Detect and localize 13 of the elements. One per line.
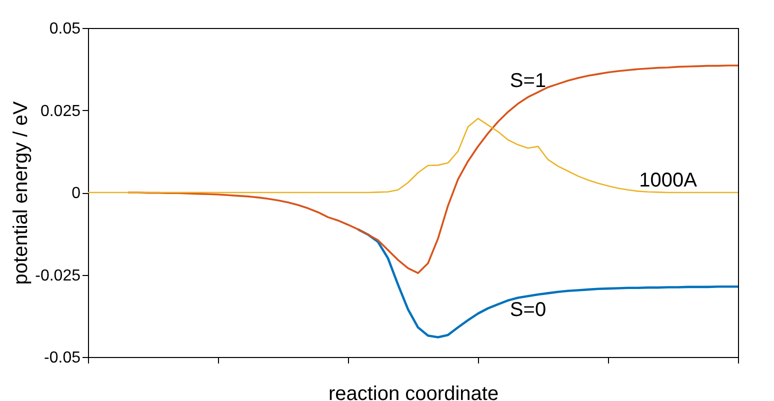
y-tick-label: -0.05 <box>44 350 81 366</box>
series-label: 1000A <box>639 170 698 192</box>
y-tick-label: 0.025 <box>40 102 81 120</box>
y-tick-label: 0 <box>72 185 81 202</box>
y-tick-label: 0.05 <box>49 20 81 38</box>
series-label: S=1 <box>510 70 546 92</box>
line-series <box>356 228 740 338</box>
series-label: S=0 <box>510 299 546 322</box>
y-tick-label: -0.025 <box>35 267 81 284</box>
x-axis-title: reaction coordinate <box>328 383 499 401</box>
line-series <box>87 118 739 194</box>
line-series <box>127 64 739 274</box>
y-axis-title: potential energy / eV <box>10 100 32 285</box>
